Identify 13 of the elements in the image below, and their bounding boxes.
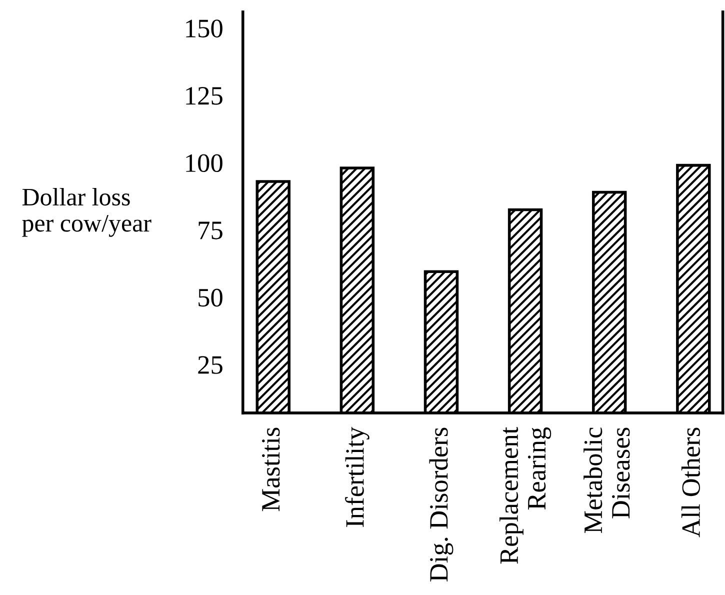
y-axis-title: Dollar loss per cow/year (22, 188, 152, 237)
y-tick-label: 125 (186, 87, 222, 105)
y-tick-label: 150 (186, 20, 222, 38)
y-tick-label: 100 (186, 154, 222, 172)
x-tick-label: Mastitis (262, 428, 280, 512)
y-tick-label: 75 (198, 222, 222, 240)
x-tick-label: Infertility (345, 426, 370, 527)
y-tick-label: 50 (198, 288, 222, 307)
x-tick-label: Dig. Disorders (429, 428, 454, 582)
x-tick-label: Metabolic Diseases (584, 428, 630, 534)
y-tick-label: 25 (198, 356, 222, 374)
x-tick-label: All Others (681, 428, 700, 538)
x-tick-label: Replacement Rearing (500, 426, 552, 564)
